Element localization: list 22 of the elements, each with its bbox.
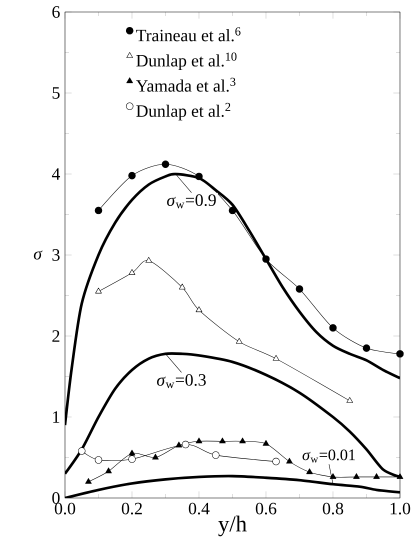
y-tick-label: 2 — [52, 330, 60, 342]
y-tick-label: 1 — [53, 411, 60, 423]
x-tick-label: 0.4 — [188, 502, 210, 514]
y-tick-label: 4 — [52, 168, 60, 180]
y-tick-label: 6 — [52, 6, 60, 18]
x-tick-label: 1.0 — [390, 502, 410, 514]
legend-label: Dunlap et al.$^{2}$ — [136, 102, 230, 120]
legend-label: σ$_{w}$=0.3 — [157, 374, 206, 388]
y-axis-title: σ — [34, 250, 42, 260]
x-tick-label: 0.8 — [322, 502, 344, 514]
x-tick-label: 0.6 — [256, 502, 276, 514]
x-tick-label: 0.0 — [54, 502, 76, 514]
y-tick-label: 5 — [52, 87, 60, 99]
legend-label: σ$_{w}$=0.9 — [167, 194, 216, 208]
legend-label: Yamada et al.$^{3}$ — [136, 78, 236, 92]
y-tick-label: 0 — [52, 492, 60, 504]
x-axis-title: y/h — [218, 516, 247, 536]
series-label: σ$_{w}$=0.01 — [302, 449, 355, 463]
legend-label: Traineau et al.$^{6}$ — [136, 27, 241, 42]
x-tick-label: 0.2 — [122, 502, 142, 514]
legend-label: Dunlap et al.$^{10}$ — [136, 52, 237, 70]
y-tick-label: 3 — [52, 249, 60, 261]
